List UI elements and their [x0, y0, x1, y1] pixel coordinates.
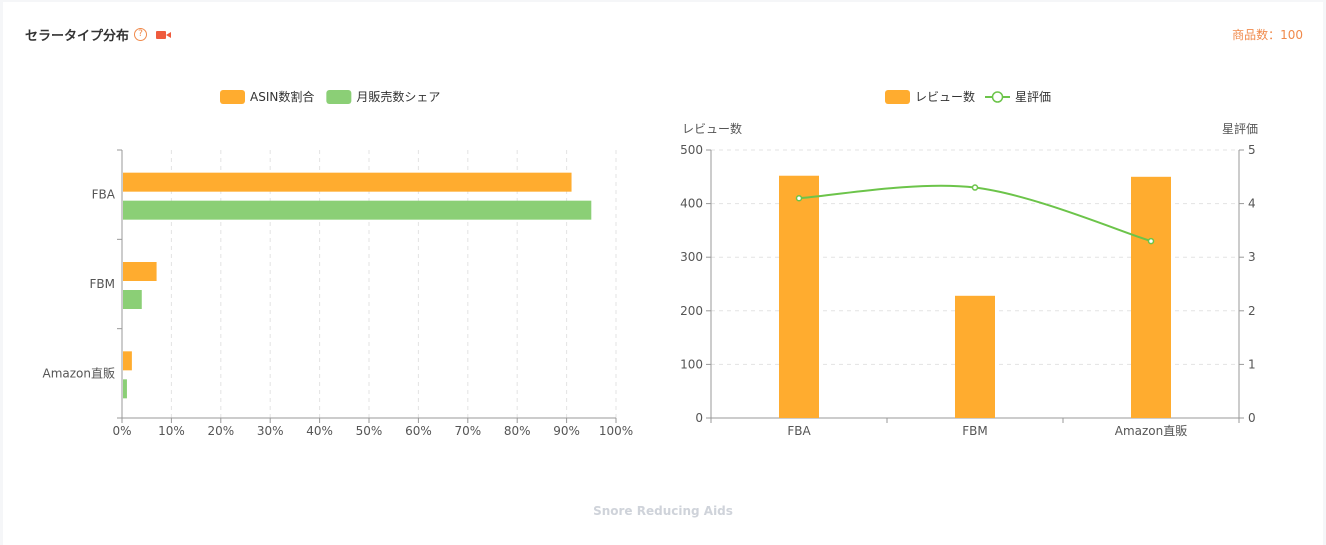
legend-marker-rating: [991, 91, 1004, 103]
y-right-tick-label: 1: [1248, 357, 1256, 371]
rating-point-3: [1147, 237, 1155, 245]
rating-point-1: [795, 194, 803, 202]
y-axis-right-title: 星評価: [1222, 121, 1258, 136]
x-category-label: FBA: [787, 424, 811, 438]
x-tick-label: 90%: [553, 424, 580, 438]
category-label: Snore Reducing Aids: [593, 504, 733, 518]
bar-sales-share-1: [123, 200, 592, 220]
y-left-tick-label: 200: [680, 304, 703, 318]
video-camera-icon[interactable]: [156, 30, 172, 39]
bar-reviews-2: [955, 295, 995, 418]
y-right-tick-label: 4: [1248, 197, 1256, 211]
y-category-label: FBA: [92, 188, 116, 202]
x-tick-label: 50%: [356, 424, 383, 438]
seller-type-card: セラータイプ分布 ? 商品数：100 ASIN数割合 月販売数シェア 0% 10% 20…: [3, 2, 1323, 545]
y-left-tick-label: 100: [680, 357, 703, 371]
rating-line: [798, 184, 1152, 243]
legend-label-1: ASIN数割合: [250, 89, 314, 104]
x-tick-label: 60%: [405, 424, 432, 438]
section-title-text: セラータイプ分布: [25, 29, 130, 44]
bar-asin-share-1: [123, 172, 572, 192]
question-circle-icon[interactable]: ?: [134, 28, 148, 41]
y-right-tick-label: 3: [1248, 250, 1256, 264]
seller-share-bar-chart: ASIN数割合 月販売数シェア 0% 10% 20% 30% 40% 50% 60% 70% 80%…: [43, 89, 634, 438]
x-tick-label: 0%: [112, 424, 131, 438]
y-left-tick-label: 500: [680, 143, 703, 157]
x-tick-label: 80%: [504, 424, 531, 438]
bar-reviews-1: [779, 175, 819, 418]
bar-asin-share-2: [123, 262, 157, 281]
bar-sales-share-3: [123, 379, 127, 399]
y-category-label: Amazon直販: [43, 366, 116, 380]
x-tick-label: 30%: [257, 424, 284, 438]
x-tick-label: 100%: [599, 424, 633, 438]
y-right-tick-label: 5: [1248, 143, 1256, 157]
x-tick-label: 70%: [454, 424, 481, 438]
legend-label-2: 月販売数シェア: [356, 89, 440, 104]
rating-point-2: [971, 184, 979, 191]
y-category-label: FBM: [90, 277, 116, 291]
y-left-tick-label: 300: [680, 250, 703, 264]
legend-swatch-2: [326, 90, 352, 104]
legend-swatch-reviews: [885, 90, 910, 104]
bar-asin-share-3: [123, 351, 132, 371]
x-tick-label: 10%: [158, 424, 185, 438]
y-right-tick-label: 0: [1248, 411, 1256, 425]
x-tick-label: 20%: [207, 424, 234, 438]
legend-label-reviews: レビュー数: [915, 89, 975, 104]
x-category-label: FBM: [962, 424, 988, 438]
legend-swatch-1: [220, 90, 245, 104]
legend-label-rating: 星評価: [1015, 89, 1051, 104]
x-category-label: Amazon直販: [1115, 424, 1188, 438]
y-left-tick-label: 400: [680, 197, 703, 211]
bar-sales-share-2: [123, 290, 142, 309]
x-tick-label: 40%: [306, 424, 333, 438]
y-right-tick-label: 2: [1248, 304, 1256, 318]
y-left-tick-label: 0: [695, 411, 703, 425]
bar-reviews-3: [1131, 176, 1171, 418]
y-axis-left-title: レビュー数: [682, 121, 742, 136]
section-title: セラータイプ分布 ?: [25, 25, 172, 44]
product-count: 商品数：100: [1232, 28, 1303, 42]
